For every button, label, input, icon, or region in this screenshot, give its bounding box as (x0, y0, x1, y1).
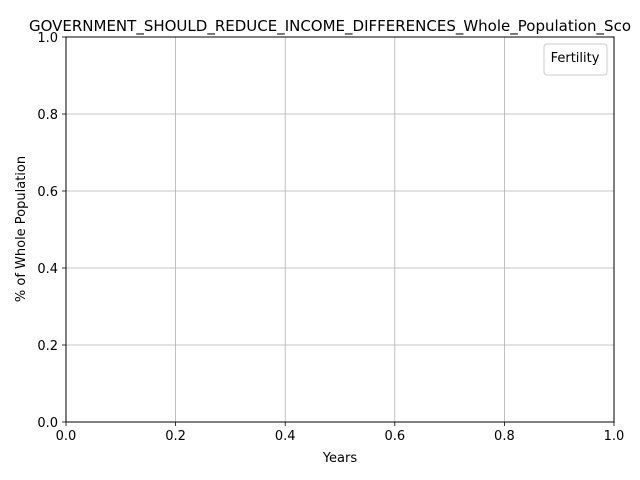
y-axis-label: % of Whole Population (14, 156, 29, 302)
x-tick-label: 0.6 (384, 429, 405, 444)
x-axis: 0.0 0.2 0.4 0.6 0.8 1.0 (56, 422, 625, 444)
legend: Fertility (543, 43, 608, 76)
y-tick-label: 1.0 (37, 31, 58, 46)
legend-box (543, 43, 608, 76)
y-tick-label: 0.8 (37, 108, 58, 123)
x-tick-label: 0.4 (275, 429, 296, 444)
chart-title: GOVERNMENT_SHOULD_REDUCE_INCOME_DIFFEREN… (29, 17, 631, 36)
y-tick-label: 0.2 (37, 339, 58, 354)
plot-frame (65, 36, 615, 423)
legend-title: Fertility (551, 51, 600, 66)
y-axis: 0.0 0.2 0.4 0.6 0.8 1.0 (37, 31, 66, 431)
grid (65, 36, 615, 423)
y-tick-label: 0.4 (37, 262, 58, 277)
x-tick-label: 0.0 (56, 429, 77, 444)
y-tick-label: 0.0 (37, 416, 58, 431)
x-tick-label: 0.2 (165, 429, 186, 444)
x-axis-label: Years (322, 451, 358, 466)
y-tick-label: 0.6 (37, 185, 58, 200)
x-tick-label: 0.8 (494, 429, 515, 444)
x-tick-label: 1.0 (604, 429, 625, 444)
